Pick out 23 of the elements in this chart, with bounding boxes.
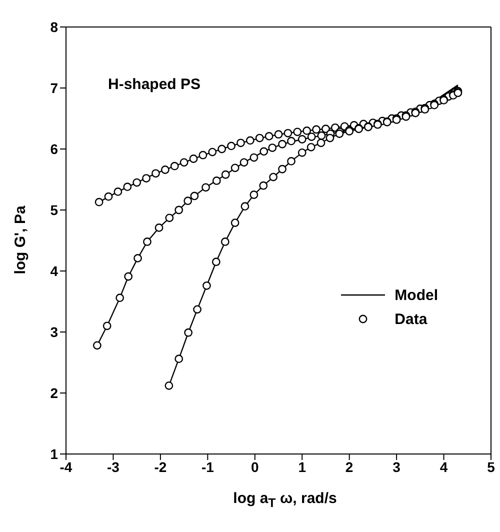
- y-tick-label: 7: [50, 80, 58, 96]
- x-tick-label: -1: [201, 458, 214, 475]
- x-tick-label: 3: [392, 458, 401, 475]
- y-axis-title: log G', Pa: [12, 206, 29, 274]
- x-tick-label: 4: [440, 458, 448, 475]
- y-tick-label: 6: [50, 140, 58, 157]
- y-tick-label: 5: [50, 202, 58, 218]
- y-tick-label: 8: [50, 18, 58, 35]
- y-tick-label: 2: [50, 384, 58, 401]
- x-tick-label: -3: [106, 458, 120, 475]
- legend-label: Model: [394, 286, 438, 304]
- x-tick-label: 1: [298, 458, 306, 475]
- x-axis-title: log a$_{T}$ ω, rad/s: [232, 490, 338, 510]
- x-tick-label: 5: [487, 458, 496, 475]
- legend-label: Data: [394, 310, 428, 328]
- x-tick-label: -4: [60, 458, 72, 475]
- x-tick-label: 0: [250, 458, 259, 475]
- annotation: H-shaped PS: [108, 76, 201, 93]
- y-tick-label: 3: [50, 324, 58, 340]
- x-tick-label: -2: [154, 458, 167, 475]
- y-tick-label: 4: [50, 262, 58, 279]
- x-tick-label: 2: [345, 458, 354, 475]
- y-tick-label: 1: [50, 446, 58, 462]
